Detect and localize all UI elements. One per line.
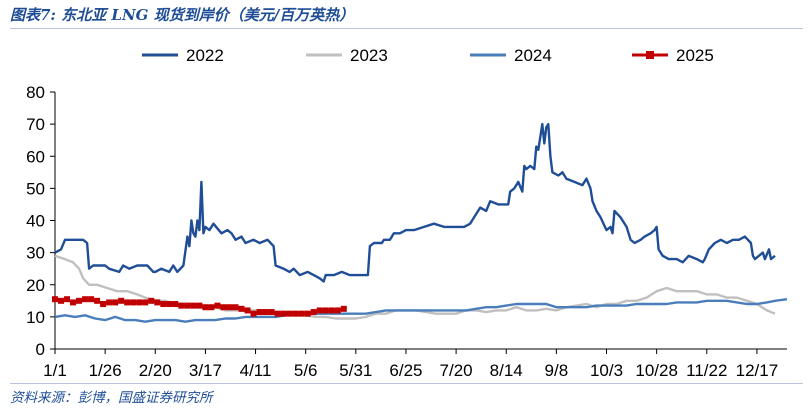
y-tick-label: 40 [26,212,45,231]
data-point [190,302,197,309]
legend-item-2023: 2023 [306,46,388,65]
data-point [58,297,65,304]
data-point [172,301,179,308]
data-point [292,310,299,317]
data-point [322,307,329,314]
y-tick-label: 10 [26,308,45,327]
series-line-2024 [54,298,788,323]
data-point [136,299,143,306]
data-point [316,307,323,314]
legend-label: 2024 [514,46,552,65]
data-point [106,299,113,306]
data-point [148,297,155,304]
data-point [256,309,263,316]
title-divider [10,28,803,29]
data-point [70,299,77,306]
data-point [304,310,311,317]
x-tick-label: 6/25 [389,361,422,380]
data-point [130,299,137,306]
chart: 2022 2023 2024 2025 0 10 20 30 40 50 60 70 80 1/1 1/2… [26,46,788,380]
data-point [142,299,149,306]
data-point [310,309,317,316]
data-point [328,307,335,314]
data-point [274,310,281,317]
data-point [196,302,203,309]
x-tick-label: 7/20 [440,361,473,380]
data-point [214,302,221,309]
y-tick-label: 0 [36,340,45,359]
y-tick-label: 50 [26,179,45,198]
legend-label: 2023 [350,46,388,65]
data-point [112,299,119,306]
chart-title: 图表7: 东北亚 LNG 现货到岸价（美元/百万英热） [10,6,355,24]
series-line-2022 [54,122,776,283]
x-tick-label: 5/31 [339,361,372,380]
data-point [208,304,215,311]
source-divider [10,383,803,384]
y-tick-label: 30 [26,244,45,263]
legend-marker [646,51,654,59]
y-tick-label: 60 [26,147,45,166]
data-point [94,297,101,304]
legend: 2022 2023 2024 2025 [142,46,714,65]
series-2025 [52,296,347,317]
data-point [226,304,233,311]
data-point [100,301,107,308]
x-tick-label: 5/6 [294,361,318,380]
x-tick-label: 9/8 [545,361,569,380]
data-point [298,310,305,317]
legend-label: 2022 [186,46,224,65]
data-point [334,307,341,314]
data-point [280,310,287,317]
y-tick-label: 70 [26,115,45,134]
series-line-2023 [54,254,776,320]
x-tick-label: 12/17 [736,361,779,380]
x-tick-label: 1/1 [43,361,67,380]
data-point [52,296,58,303]
x-tick-label: 10/3 [590,361,623,380]
series-2023 [54,254,776,320]
data-point [166,301,173,308]
data-point [238,305,245,312]
x-tick-label: 2/20 [139,361,172,380]
data-point [262,309,269,316]
series-2022 [54,122,776,283]
x-tick-label: 8/14 [490,361,523,380]
data-point [232,304,239,311]
x-tick-label: 1/26 [89,361,122,380]
legend-item-2024: 2024 [470,46,552,65]
data-point [244,307,251,314]
data-point [64,296,71,303]
data-point [268,309,275,316]
data-point [124,299,131,306]
axes: 0 10 20 30 40 50 60 70 80 1/1 1/26 2/20 3/17 4/11 5/6 5… [26,83,787,380]
data-point [286,310,293,317]
series-2024 [54,298,788,323]
data-point [250,310,257,317]
legend-item-2022: 2022 [142,46,224,65]
data-point [82,296,89,303]
x-tick-label: 4/11 [240,361,272,380]
data-point [88,296,95,303]
x-tick-label: 11/22 [686,361,727,380]
data-point [340,305,347,312]
data-point [154,299,161,306]
legend-item-2025: 2025 [632,46,714,65]
x-tick-label: 10/28 [635,361,678,380]
data-point [178,302,185,309]
x-tick-label: 3/17 [189,361,222,380]
data-point [76,297,83,304]
data-point [160,301,167,308]
y-tick-label: 20 [26,276,45,295]
data-point [202,304,209,311]
source-note: 资料来源：彭博，国盛证券研究所 [10,390,213,406]
legend-label: 2025 [676,46,714,65]
series-layer [52,122,788,323]
data-point [220,304,227,311]
y-tick-label: 80 [26,83,45,102]
data-point [184,302,191,309]
data-point [118,297,125,304]
